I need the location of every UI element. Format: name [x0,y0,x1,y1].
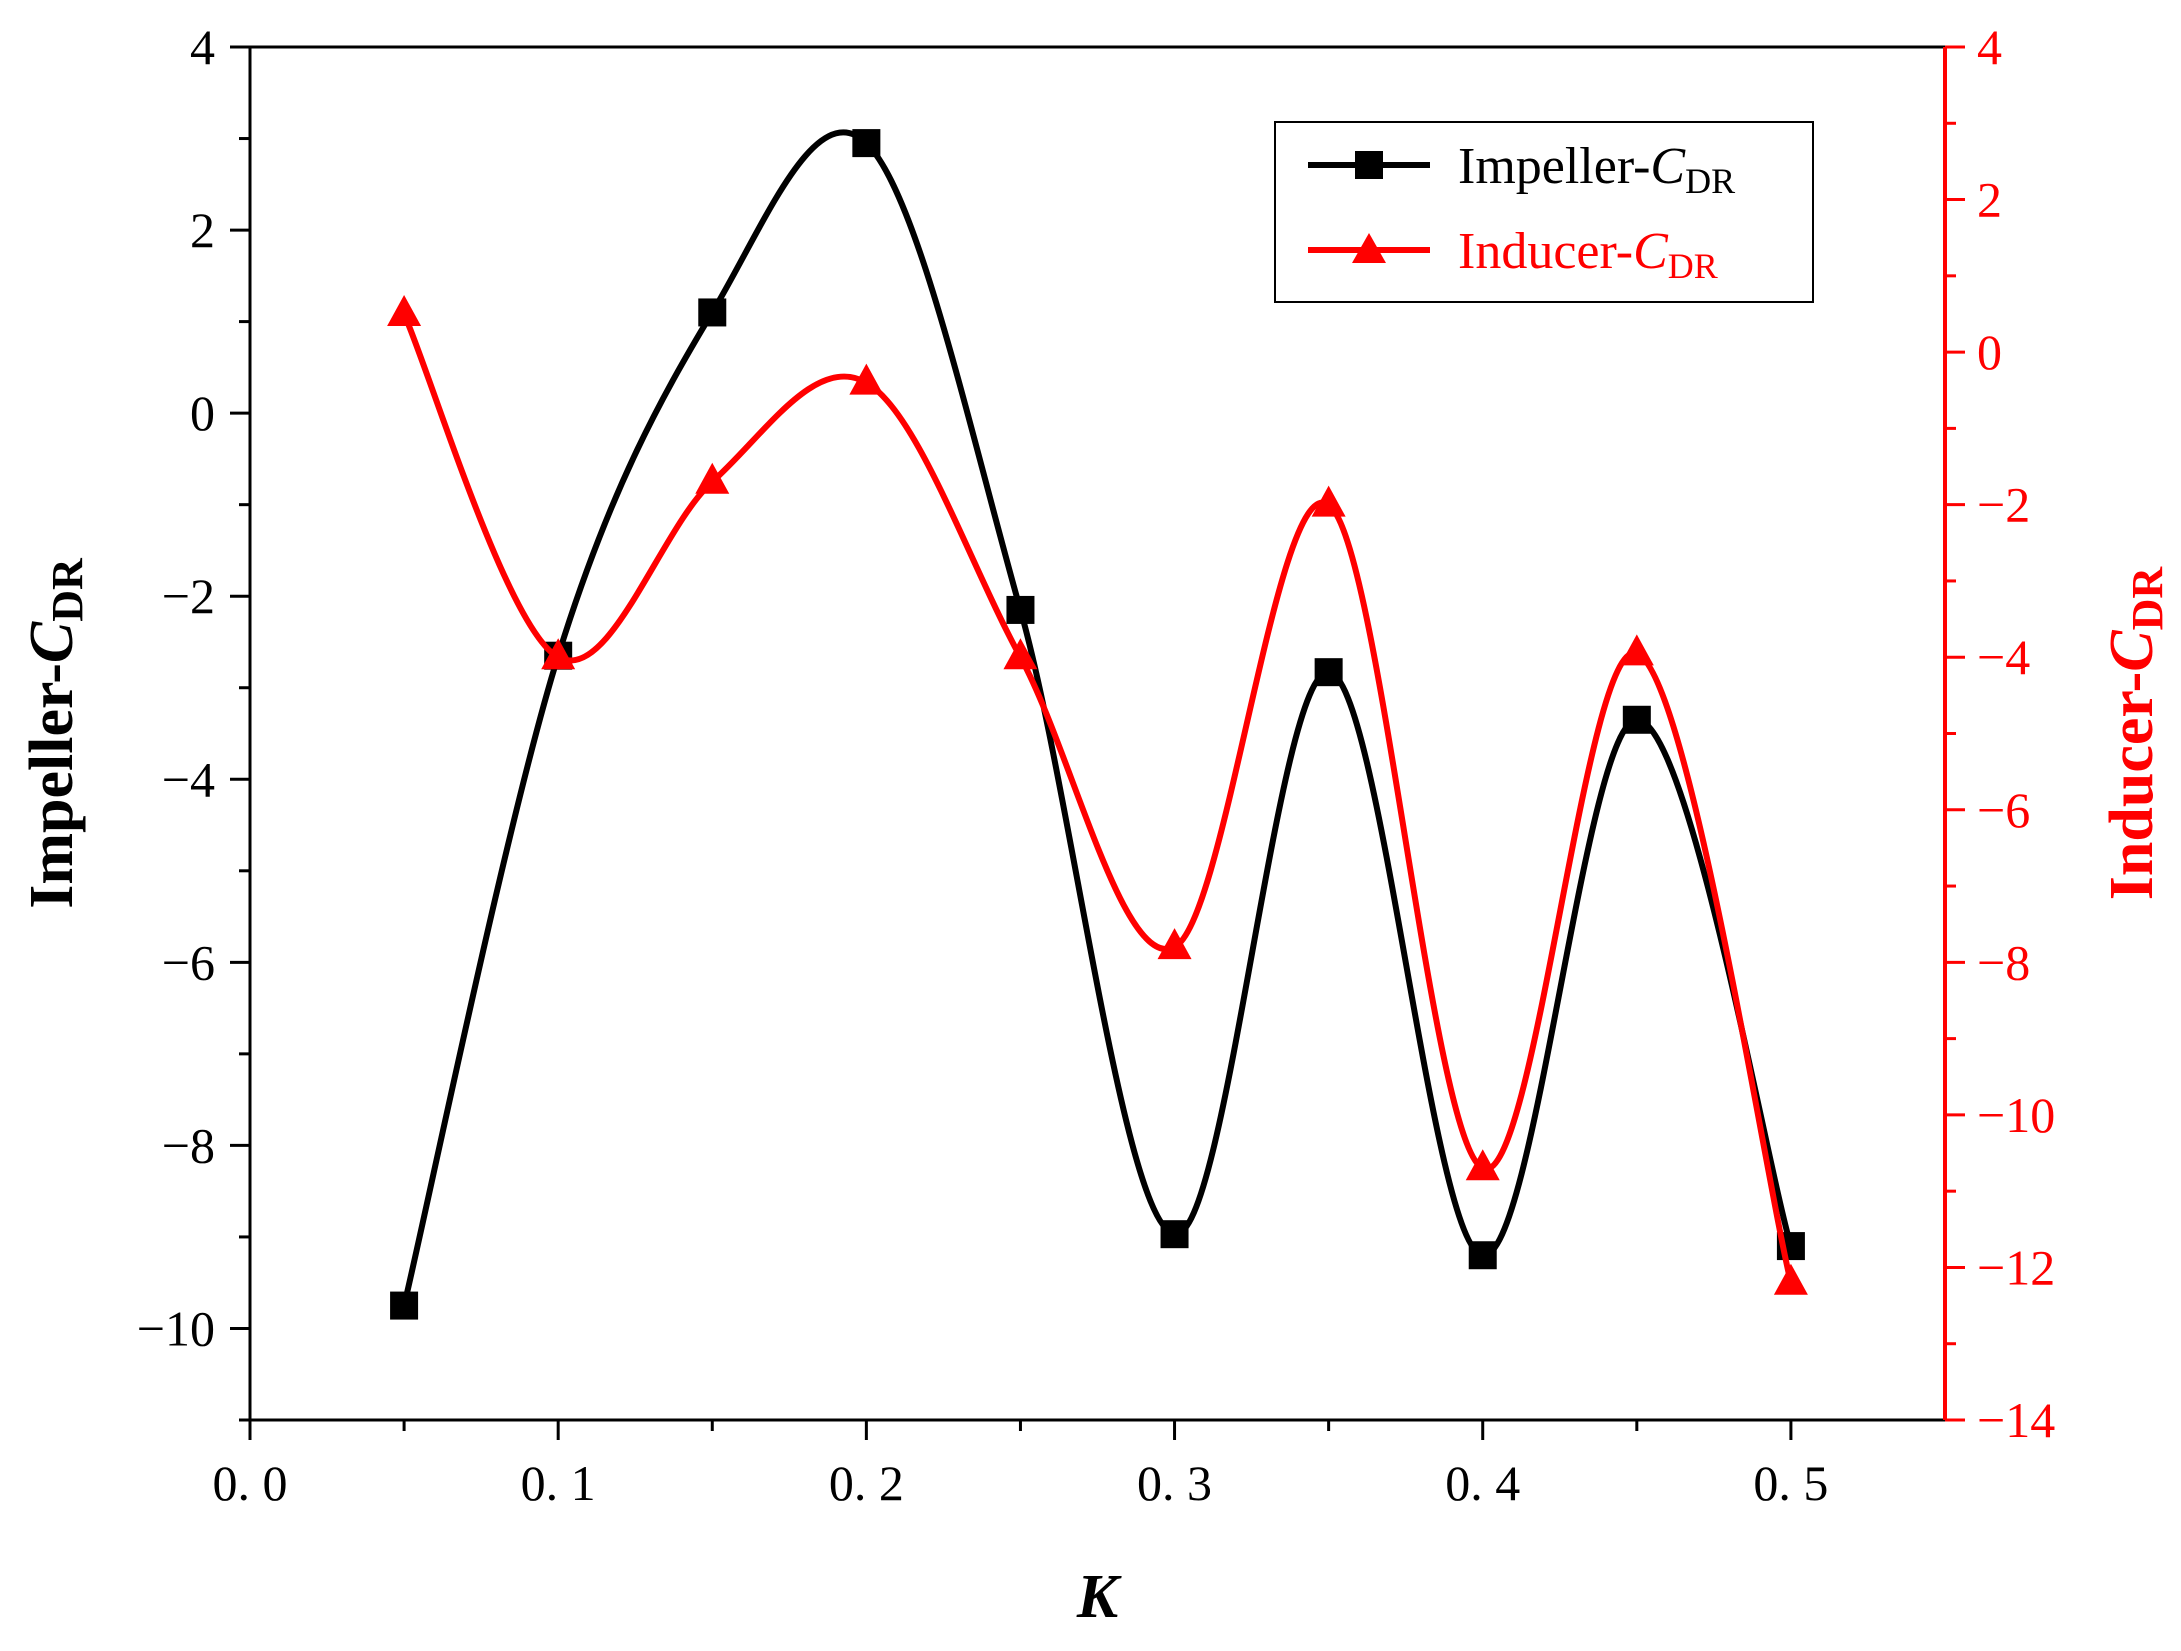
legend-inducer-main: Inducer- [1458,223,1633,280]
y-left-title-main: Impeller- [18,663,86,909]
x-tick-label: 0. 3 [1137,1455,1212,1511]
data-point-square [852,129,881,158]
y-left-tick-label: −4 [162,751,215,807]
y-right-title-main: Inducer- [2098,672,2166,900]
legend: Impeller-CDR Inducer-CDR [1274,121,1814,303]
legend-inducer-sub: DR [1668,246,1718,286]
series-line [401,129,1794,1307]
x-tick-label: 0. 5 [1753,1455,1828,1511]
x-tick-label: 0. 2 [829,1455,904,1511]
data-point-triangle [1003,638,1038,670]
series-inducer [387,294,1808,1295]
legend-label-impeller: Impeller-CDR [1458,138,1735,201]
y-right-tick-label: −4 [1977,629,2030,685]
y-left-tick-label: 2 [190,202,215,258]
legend-entry-inducer: Inducer-CDR [1308,223,1718,286]
data-point-square [698,298,727,327]
legend-impeller-italic: C [1650,138,1686,195]
series-layer [387,129,1808,1320]
data-point-square [1622,705,1651,734]
legend-marker-impeller [1355,151,1383,179]
y-left-tick-label: 0 [190,385,215,441]
y-right-tick-label: 0 [1977,324,2002,380]
x-axis-ticks: 0. 0 0. 1 0. 2 0. 3 0. 4 0. 5 [213,1420,1828,1511]
x-tick-label: 0. 0 [213,1455,288,1511]
data-point-square [1468,1241,1497,1270]
legend-entry-impeller: Impeller-CDR [1308,138,1735,201]
series-impeller [390,129,1805,1320]
data-point-triangle [849,363,884,395]
legend-impeller-sub: DR [1685,161,1735,201]
data-point-triangle [1773,1263,1808,1295]
y-left-tick-label: −6 [162,934,215,990]
y-right-title-italic: C [2098,630,2166,672]
y-right-tick-label: −2 [1977,477,2030,533]
y-left-title-sub: DR [43,557,92,622]
data-point-square [1314,658,1343,687]
y-left-tick-label: −10 [137,1300,215,1356]
y-right-tick-label: −10 [1977,1087,2055,1143]
x-tick-label: 0. 4 [1445,1455,1520,1511]
y-right-tick-label: −12 [1977,1239,2055,1295]
series-line [401,312,1794,1284]
y-left-tick-label: 4 [190,19,215,75]
legend-marker-inducer [1352,233,1386,263]
data-point-triangle [695,462,730,494]
y-right-tick-label: −8 [1977,934,2030,990]
y-right-axis-title: Inducer-CDR [2098,566,2172,901]
legend-impeller-main: Impeller- [1458,138,1650,195]
data-point-triangle [541,638,576,670]
y-right-tick-label: −14 [1977,1392,2055,1448]
y-left-tick-label: −2 [162,568,215,624]
data-point-triangle [387,294,422,326]
data-point-square [1160,1220,1189,1249]
y-right-axis-ticks: 4 2 0 −2 −4 −6 −8 −10 −12 −14 [1945,19,2055,1448]
y-right-tick-label: 2 [1977,172,2002,228]
y-right-title-sub: DR [2123,566,2172,631]
x-axis-title: K [1076,1563,1122,1631]
y-left-axis-title: Impeller-CDR [18,557,92,909]
data-point-triangle [1619,634,1654,666]
data-point-triangle [1465,1149,1500,1181]
y-left-title-italic: C [18,621,86,663]
y-right-tick-label: −6 [1977,782,2030,838]
data-point-triangle [1157,928,1192,960]
y-right-tick-label: 4 [1977,19,2002,75]
x-tick-label: 0. 1 [521,1455,596,1511]
data-point-triangle [1311,485,1346,517]
data-point-square [1006,595,1035,624]
y-left-tick-label: −8 [162,1117,215,1173]
legend-label-inducer: Inducer-CDR [1458,223,1718,286]
legend-inducer-italic: C [1633,223,1669,280]
y-left-axis-ticks: 4 2 0 −2 −4 −6 −8 −10 [137,19,250,1422]
data-point-square [390,1291,419,1320]
